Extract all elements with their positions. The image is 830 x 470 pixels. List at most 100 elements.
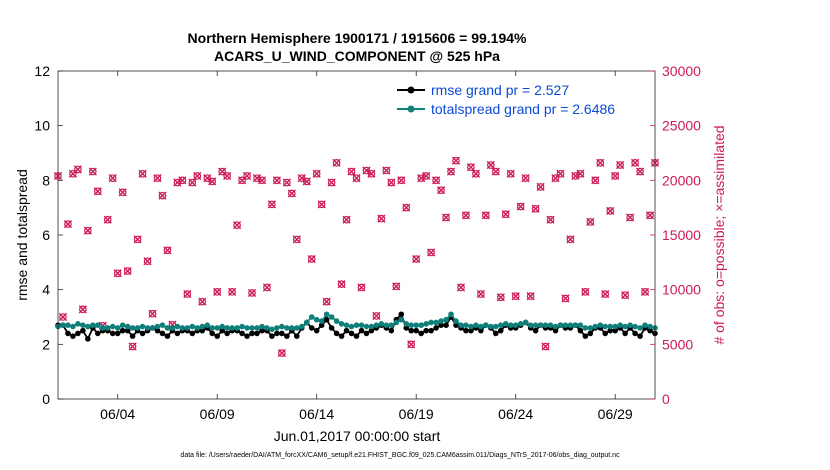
obs-possible-point [322,297,331,306]
rmse-point [249,330,255,337]
totalspread-point [622,323,628,330]
obs-assimilated-point [441,213,451,222]
obs-possible-point [472,169,480,178]
totalspread-point [483,322,489,329]
totalspread-point [517,321,524,327]
obs-possible-point [243,172,251,180]
obs-assimilated-point [521,174,530,183]
totalspread-point [577,322,584,329]
plot-area [58,71,655,399]
obs-possible-point [477,290,485,298]
rmse-point [348,330,355,337]
obs-assimilated-point [322,297,331,306]
obs-possible-point [382,166,391,175]
obs-possible-point [516,202,525,211]
totalspread-point [522,319,529,326]
rmse-point [174,330,181,337]
rmse-point [532,327,539,334]
rmse-point [333,330,340,337]
obs-possible-point [581,288,590,296]
obs-possible-point [64,220,72,228]
totalspread-point [313,316,320,323]
rmse-point [423,327,429,334]
rmse-point [408,327,415,334]
obs-possible-point [551,174,560,182]
totalspread-point [453,318,459,324]
y-tick-label: 10 [34,118,50,134]
obs-possible-point [153,174,162,182]
totalspread-point [373,322,380,329]
totalspread-point [234,325,240,331]
obs-assimilated-point [402,203,411,212]
obs-assimilated-point [257,176,267,185]
totalspread-point [239,323,245,330]
obs-possible-point [273,176,281,185]
rmse-point [224,330,230,337]
legend: rmse grand pr = 2.527 totalspread grand … [392,79,650,119]
obs-assimilated-point [606,206,615,216]
obs-possible-point [302,177,311,186]
obs-assimilated-point [586,217,595,226]
totalspread-point [552,323,559,330]
totalspread-point [264,325,270,331]
obs-possible-point [457,283,465,292]
rmse-point [159,330,166,337]
obs-assimilated-point [223,171,232,181]
obs-possible-point [128,342,137,351]
totalspread-point [149,325,156,331]
obs-possible-point [238,176,246,185]
rmse-point [602,330,609,337]
rmse-point [388,327,395,334]
totalspread-point [358,322,365,329]
obs-assimilated-point [372,311,381,321]
totalspread-point [502,321,509,327]
totalspread-point [378,321,385,327]
obs-possible-point [462,211,470,220]
obs-assimilated-point [496,293,505,302]
obs-possible-point [526,292,535,301]
obs-assimilated-point [432,176,441,185]
obs-assimilated-point [476,289,485,299]
totalspread-point [473,322,479,329]
obs-assimilated-point [128,342,137,351]
obs-assimilated-point [456,283,466,292]
obs-possible-point [198,297,207,306]
totalspread-point [244,325,250,331]
rmse-point [259,327,265,334]
totalspread-point [567,322,574,329]
totalspread-point [592,323,599,330]
totalspread-point [418,322,424,329]
obs-assimilated-point [337,280,346,289]
totalspread-point [587,325,594,331]
rmse-point [443,322,449,329]
rmse-point [497,327,504,334]
totalspread-point [323,311,330,318]
rmse-point [582,333,589,339]
rmse-point [637,333,643,339]
totalspread-point [478,323,484,330]
totalspread-point [497,322,504,329]
totalspread-point [393,319,400,326]
obs-assimilated-point [566,235,575,244]
totalspread-point [468,323,474,330]
obs-possible-point [397,176,406,185]
totalspread-point [169,325,176,331]
x-tick-label: 06/19 [399,406,434,422]
totalspread-point [488,323,494,330]
rmse-point [269,333,275,339]
obs-assimilated-point [486,160,495,170]
totalspread-point [294,325,300,331]
obs-assimilated-point [108,174,117,183]
y-tick-label: 6 [42,227,50,243]
y-tick-label: 2 [42,336,50,352]
obs-possible-point [521,174,530,182]
obs-assimilated-point [466,163,476,172]
y-tick-label: 12 [34,63,50,79]
obs-possible-point [79,305,87,314]
rmse-point [114,330,121,337]
totalspread-point [637,325,643,331]
obs-assimilated-point [352,174,361,183]
totalspread-point [75,321,81,327]
totalspread-point [328,314,335,320]
obs-assimilated-point [307,254,316,264]
